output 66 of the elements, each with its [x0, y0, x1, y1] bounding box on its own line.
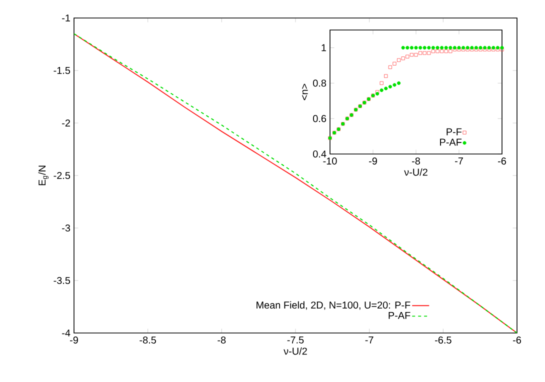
x-axis-title: ν-U/2	[284, 347, 307, 355]
point	[436, 46, 440, 50]
line-series	[74, 33, 518, 333]
point	[427, 46, 431, 50]
point	[448, 49, 452, 54]
y-tick-label: -1.5	[54, 67, 70, 74]
x-tick-label: -9	[369, 158, 377, 165]
point	[410, 53, 414, 57]
x-tick-label: -8	[412, 158, 420, 165]
point	[427, 51, 431, 55]
x-tick-label: -6.5	[435, 336, 452, 344]
legend-label: P-F	[446, 128, 462, 136]
x-tick-label: -7.5	[287, 336, 304, 344]
point	[380, 88, 384, 92]
point	[431, 49, 435, 54]
point	[422, 51, 426, 55]
legend-label: P-AF	[388, 312, 410, 319]
point	[418, 51, 422, 55]
point	[444, 46, 448, 50]
point	[414, 53, 418, 57]
point	[448, 46, 452, 50]
point	[436, 49, 440, 54]
y-tick-label: 0.8	[313, 80, 326, 87]
point	[444, 49, 448, 54]
x-tick-label: -8.5	[140, 336, 156, 344]
legend-label: P-AF	[440, 138, 462, 146]
x-tick-label: -6	[498, 158, 506, 165]
point	[406, 46, 410, 50]
point	[401, 56, 405, 60]
x-axis-title: ν-U/2	[404, 168, 428, 176]
point	[431, 46, 435, 50]
point	[422, 46, 426, 50]
point	[397, 58, 401, 62]
point	[440, 49, 444, 54]
y-tick-label: -1	[62, 14, 70, 22]
x-tick-label: -7	[455, 158, 463, 164]
point	[388, 84, 392, 88]
y-tick-label: 0.6	[313, 115, 326, 122]
point	[392, 62, 396, 66]
point	[380, 81, 384, 85]
y-axis-title: <n>	[302, 84, 308, 100]
point	[384, 86, 388, 90]
point	[418, 46, 422, 50]
x-tick-label: -7	[365, 336, 374, 344]
y-tick-label: 1	[322, 44, 326, 52]
x-tick-label: -10	[323, 158, 337, 165]
point	[384, 74, 388, 78]
x-tick-label: -8	[218, 336, 226, 344]
point	[388, 65, 392, 69]
x-tick-label: -9	[70, 336, 78, 344]
point	[397, 81, 401, 85]
point	[401, 46, 405, 50]
legend-label: Mean Field, 2D, N=100, U=20: P-F	[256, 301, 410, 310]
y-tick-label: -2.5	[54, 172, 70, 180]
point	[414, 46, 418, 50]
point	[440, 46, 444, 50]
y-tick-label: -3	[62, 224, 70, 232]
x-tick-label: -6	[513, 336, 521, 344]
y-tick-label: 0.4	[313, 150, 326, 158]
point	[406, 54, 410, 58]
y-tick-label: -4	[62, 330, 70, 336]
y-tick-label: -2	[62, 120, 70, 126]
point	[410, 46, 414, 50]
y-axis-title: E$_{g}$/N	[38, 166, 48, 186]
point	[392, 83, 396, 87]
y-tick-label: -3.5	[54, 276, 70, 284]
